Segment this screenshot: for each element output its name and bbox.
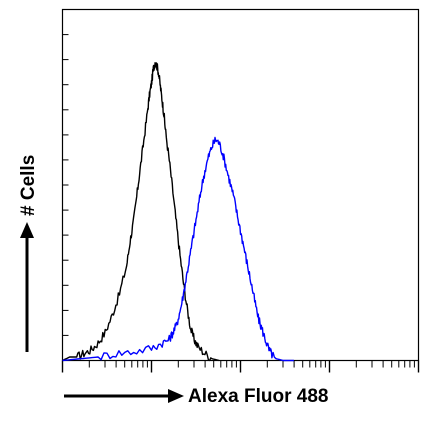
x-axis-ticks <box>61 360 420 373</box>
histogram-series-2 <box>62 136 294 362</box>
x-axis-arrow <box>64 389 184 403</box>
y-axis-title: # Cells <box>18 155 39 216</box>
x-axis-title: Alexa Fluor 488 <box>188 386 328 407</box>
y-axis-arrow <box>20 222 34 352</box>
y-axis-ticks <box>62 9 69 361</box>
histogram-series-1 <box>62 62 220 362</box>
series-group <box>62 62 294 362</box>
